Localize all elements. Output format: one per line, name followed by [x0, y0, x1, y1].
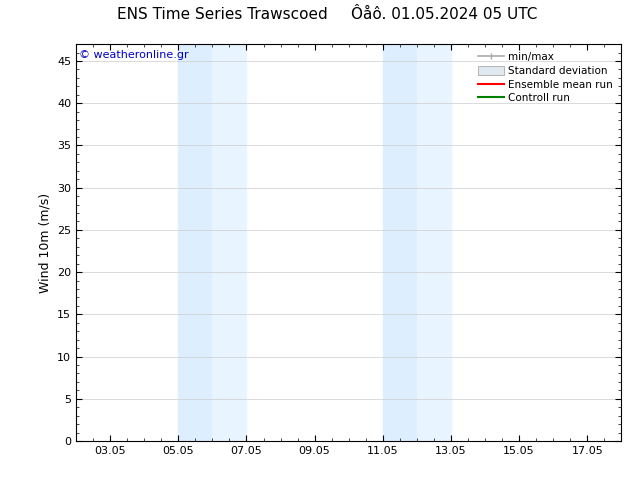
Bar	[417, 44, 451, 441]
Text: Ôåô. 01.05.2024 05 UTC: Ôåô. 01.05.2024 05 UTC	[351, 7, 537, 22]
Bar	[383, 44, 417, 441]
Legend: min/max, Standard deviation, Ensemble mean run, Controll run: min/max, Standard deviation, Ensemble me…	[475, 49, 616, 106]
Bar	[212, 44, 247, 441]
Text: © weatheronline.gr: © weatheronline.gr	[79, 50, 188, 60]
Text: ENS Time Series Trawscoed: ENS Time Series Trawscoed	[117, 7, 327, 22]
Y-axis label: Wind 10m (m/s): Wind 10m (m/s)	[39, 193, 51, 293]
Bar	[178, 44, 212, 441]
